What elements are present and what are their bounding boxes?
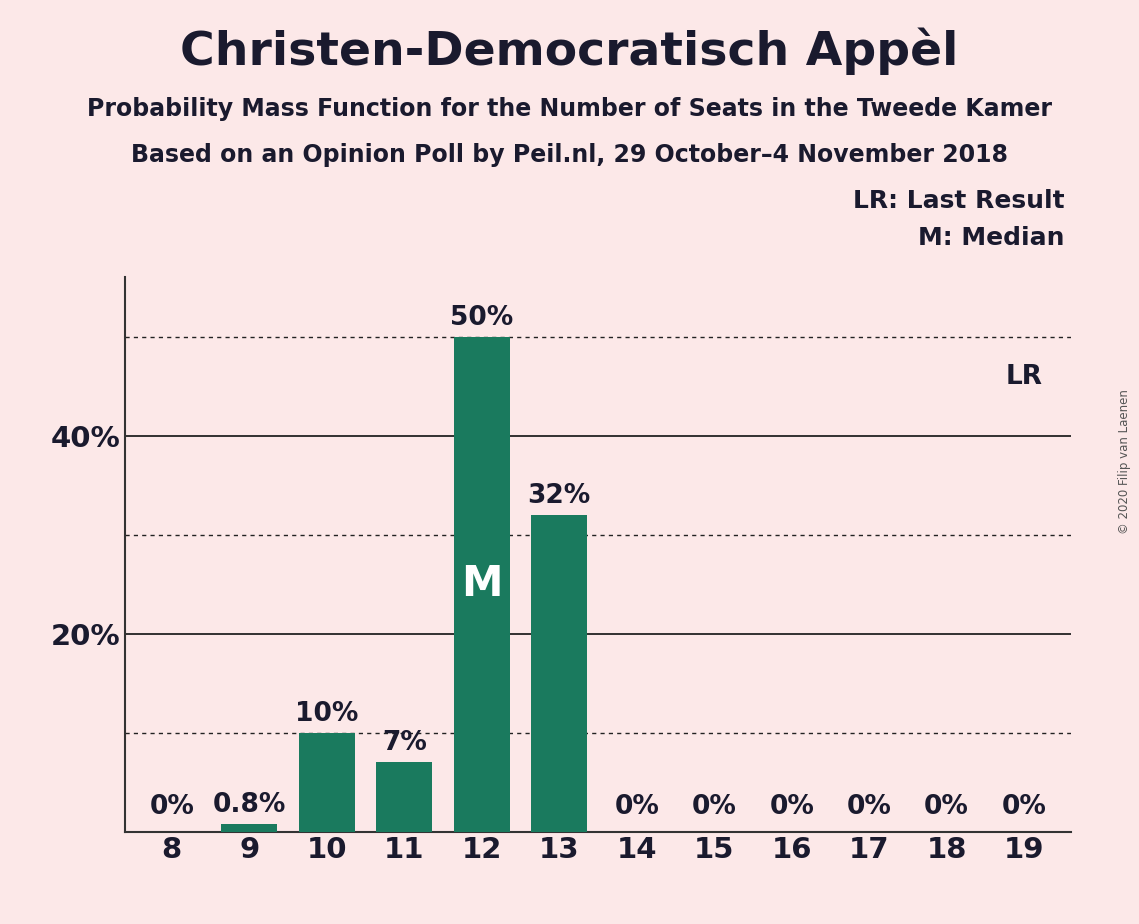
Text: 0%: 0% xyxy=(846,794,892,820)
Text: LR: LR xyxy=(1006,364,1042,390)
Text: 7%: 7% xyxy=(382,730,427,757)
Text: 0%: 0% xyxy=(149,794,195,820)
Text: 0%: 0% xyxy=(924,794,969,820)
Bar xyxy=(531,515,587,832)
Text: LR: Last Result: LR: Last Result xyxy=(853,189,1065,213)
Text: 10%: 10% xyxy=(295,700,359,726)
Bar xyxy=(453,336,509,832)
Text: M: M xyxy=(461,563,502,605)
Text: 32%: 32% xyxy=(527,483,591,509)
Text: 0%: 0% xyxy=(691,794,737,820)
Text: 0.8%: 0.8% xyxy=(213,792,286,818)
Bar xyxy=(221,823,277,832)
Text: 0%: 0% xyxy=(769,794,814,820)
Text: 0%: 0% xyxy=(614,794,659,820)
Text: 0%: 0% xyxy=(1001,794,1047,820)
Bar xyxy=(376,762,432,832)
Text: Christen-Democratisch Appèl: Christen-Democratisch Appèl xyxy=(180,28,959,75)
Text: M: Median: M: Median xyxy=(918,226,1065,250)
Text: Probability Mass Function for the Number of Seats in the Tweede Kamer: Probability Mass Function for the Number… xyxy=(87,97,1052,121)
Bar xyxy=(298,733,354,832)
Text: 50%: 50% xyxy=(450,305,514,331)
Text: © 2020 Filip van Laenen: © 2020 Filip van Laenen xyxy=(1118,390,1131,534)
Text: Based on an Opinion Poll by Peil.nl, 29 October–4 November 2018: Based on an Opinion Poll by Peil.nl, 29 … xyxy=(131,143,1008,167)
